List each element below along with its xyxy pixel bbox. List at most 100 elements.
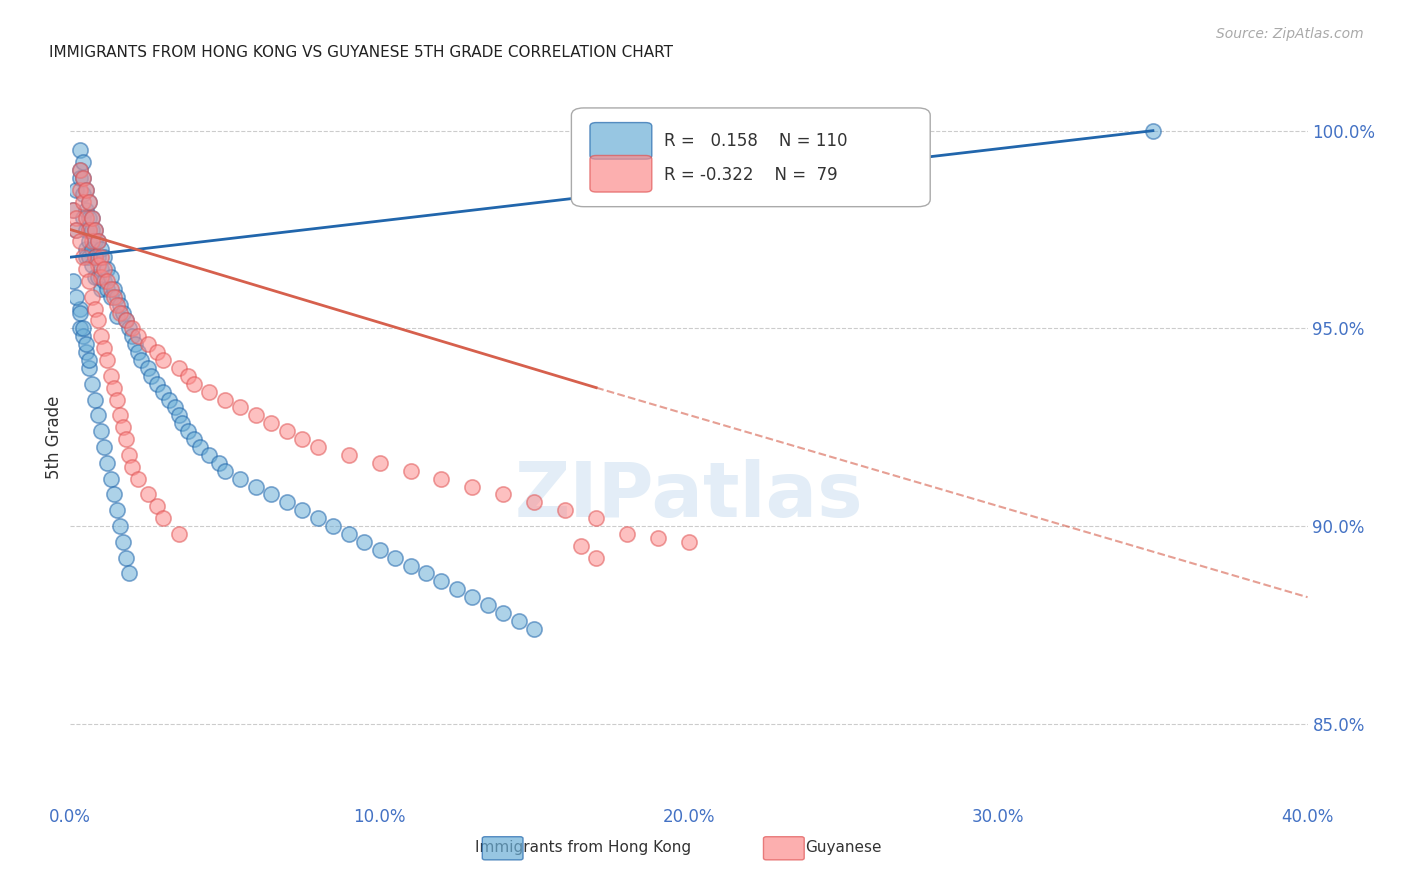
Point (65, 290, 87, 304)
FancyBboxPatch shape (571, 108, 931, 207)
Point (1142, 123, 1164, 137)
Point (69, 305, 91, 319)
Point (111, 305, 134, 319)
Point (108, 409, 131, 423)
Point (103, 381, 125, 395)
Point (77, 274, 100, 288)
Point (72, 211, 94, 225)
Point (80, 242, 103, 256)
Point (108, 305, 131, 319)
Point (87, 269, 110, 284)
Point (90, 250, 112, 264)
Point (118, 566, 141, 581)
Point (100, 269, 122, 284)
Point (103, 487, 125, 501)
Point (105, 298, 128, 312)
Point (72, 194, 94, 209)
Point (62, 274, 84, 288)
Point (461, 479, 484, 493)
Point (75, 337, 97, 351)
Point (136, 337, 159, 351)
Point (152, 353, 174, 368)
Point (260, 487, 283, 501)
Point (77, 194, 100, 209)
Point (523, 495, 546, 509)
Point (72, 186, 94, 201)
Point (75, 183, 97, 197)
Point (77, 353, 100, 368)
Point (84, 250, 107, 264)
Point (177, 368, 200, 383)
Point (127, 345, 149, 359)
Point (108, 519, 131, 533)
Point (616, 527, 638, 541)
Point (80, 376, 103, 391)
Point (276, 424, 298, 438)
Point (65, 222, 87, 236)
Point (170, 416, 193, 430)
Point (77, 222, 100, 236)
Point (96, 274, 118, 288)
Point (115, 432, 138, 446)
Point (84, 269, 107, 284)
Point (75, 202, 97, 217)
Point (291, 503, 314, 517)
Point (72, 329, 94, 343)
Point (90, 269, 112, 284)
Text: R =   0.158    N = 110: R = 0.158 N = 110 (664, 132, 848, 150)
FancyBboxPatch shape (591, 122, 652, 159)
Point (108, 298, 131, 312)
Point (585, 511, 607, 525)
Point (93, 274, 115, 288)
Point (121, 459, 143, 474)
Point (115, 313, 138, 327)
FancyBboxPatch shape (591, 155, 652, 192)
Point (678, 534, 700, 549)
Point (69, 301, 91, 316)
Point (111, 534, 134, 549)
Point (103, 290, 125, 304)
Text: IMMIGRANTS FROM HONG KONG VS GUYANESE 5TH GRADE CORRELATION CHART: IMMIGRANTS FROM HONG KONG VS GUYANESE 5T… (49, 45, 673, 60)
Point (62, 202, 84, 217)
Point (93, 341, 115, 355)
Point (198, 384, 221, 399)
Point (72, 321, 94, 335)
Point (136, 487, 159, 501)
Point (229, 401, 252, 415)
Point (75, 222, 97, 236)
Point (65, 211, 87, 225)
Point (87, 313, 110, 327)
Point (245, 479, 267, 493)
Point (118, 448, 141, 462)
Point (69, 163, 91, 178)
Point (368, 456, 391, 470)
Point (96, 456, 118, 470)
Point (152, 384, 174, 399)
Point (69, 163, 91, 178)
Text: Source: ZipAtlas.com: Source: ZipAtlas.com (1216, 27, 1364, 41)
Point (477, 598, 499, 612)
Point (90, 262, 112, 277)
Point (523, 622, 546, 636)
Point (72, 155, 94, 169)
Point (322, 519, 344, 533)
Point (165, 401, 187, 415)
Point (100, 472, 122, 486)
Point (131, 353, 153, 368)
Point (167, 360, 190, 375)
Point (198, 448, 221, 462)
Point (87, 235, 110, 249)
Point (77, 250, 100, 264)
Point (260, 416, 283, 430)
Point (84, 235, 107, 249)
Point (208, 456, 231, 470)
Point (72, 171, 94, 186)
Point (96, 353, 118, 368)
Point (115, 550, 138, 565)
Point (69, 144, 91, 158)
Point (100, 368, 122, 383)
Point (337, 527, 360, 541)
Point (118, 321, 141, 335)
Point (100, 282, 122, 296)
Point (105, 392, 128, 407)
